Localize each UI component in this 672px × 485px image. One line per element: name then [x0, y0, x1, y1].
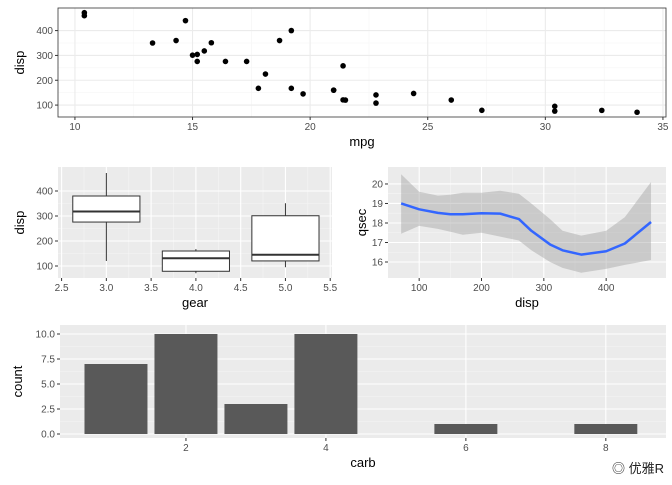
- x-tick-label: 6: [463, 443, 469, 454]
- data-point: [201, 48, 208, 54]
- y-tick-label: 200: [36, 237, 53, 248]
- data-point: [479, 107, 485, 114]
- x-axis-title: mpg: [349, 134, 374, 149]
- x-tick-label: 8: [603, 443, 609, 454]
- plot-background: [58, 8, 666, 117]
- smooth-line: [400, 202, 652, 256]
- data-point: [410, 90, 417, 97]
- data-point: [598, 107, 605, 114]
- x-tick-label: 4.5: [234, 283, 248, 294]
- y-axis-title: qsec: [354, 208, 369, 236]
- x-axis-title: carb: [350, 455, 375, 470]
- data-point: [300, 91, 306, 97]
- data-point: [208, 39, 215, 46]
- watermark: ◎ 优雅R: [612, 461, 664, 476]
- box: [251, 215, 320, 262]
- y-tick-label: 7.5: [41, 355, 55, 366]
- y-tick-label: 5.0: [41, 380, 55, 391]
- y-tick-label: 0.0: [41, 430, 55, 441]
- data-point: [288, 27, 295, 34]
- panel-2: 2.5 3.0 3.5 4.0 4.5 5.0 5.5 100 200 300 400 gear dis…: [12, 167, 338, 310]
- data-point: [373, 92, 379, 98]
- x-tick-label: 4.0: [189, 283, 203, 294]
- data-point: [276, 37, 283, 44]
- y-axis-title: count: [10, 365, 25, 397]
- x-tick-label: 2.5: [55, 283, 69, 294]
- x-tick-label: 200: [473, 283, 490, 294]
- bar: [574, 424, 638, 434]
- data-point: [634, 109, 640, 116]
- x-tick-label: 20: [305, 122, 317, 133]
- x-tick-label: 35: [657, 122, 669, 133]
- y-tick-label: 10.0: [36, 330, 56, 341]
- bar: [294, 334, 358, 434]
- data-point: [194, 58, 201, 65]
- data-point: [194, 51, 201, 58]
- bar: [154, 334, 218, 434]
- y-tick-label: 19: [372, 199, 384, 210]
- y-tick-label: 18: [372, 218, 384, 229]
- data-point: [182, 17, 189, 24]
- panel-border: [57, 7, 667, 118]
- x-tick-label: 5.5: [323, 283, 337, 294]
- data-point: [340, 63, 346, 69]
- data-point: [262, 71, 269, 77]
- bar: [84, 364, 148, 434]
- data-point: [551, 103, 558, 110]
- bar: [434, 424, 498, 434]
- data-point: [81, 12, 88, 19]
- y-tick-label: 300: [36, 51, 53, 62]
- y-tick-label: 20: [372, 179, 384, 190]
- box: [161, 250, 230, 272]
- x-tick-label: 4: [323, 443, 329, 454]
- wechat-icon: ◎: [612, 461, 626, 476]
- x-tick-label: 3.0: [99, 283, 113, 294]
- plot-background: [60, 325, 666, 438]
- data-point: [340, 97, 346, 103]
- y-tick-label: 100: [36, 262, 53, 273]
- data-point: [448, 97, 455, 103]
- data-point: [288, 85, 295, 92]
- y-tick-label: 200: [36, 76, 53, 87]
- x-axis-title: disp: [515, 295, 539, 310]
- x-tick-label: 15: [187, 122, 199, 133]
- watermark-text: 优雅R: [628, 461, 665, 476]
- y-tick-label: 100: [36, 101, 53, 112]
- data-point: [551, 108, 558, 114]
- x-tick-label: 100: [411, 283, 428, 294]
- data-point: [149, 40, 156, 46]
- x-tick-label: 300: [535, 283, 552, 294]
- confidence-band: [401, 174, 652, 273]
- y-tick-label: 17: [372, 238, 384, 249]
- x-tick-label: 30: [540, 122, 552, 133]
- y-axis-title: disp: [12, 51, 27, 75]
- panel-3: 100 200 300 400 16 17 18 19 20 disp qsec: [354, 167, 666, 310]
- x-tick-label: 400: [598, 283, 615, 294]
- y-tick-label: 400: [36, 187, 53, 198]
- data-point: [173, 37, 179, 44]
- x-tick-label: 2: [183, 443, 189, 454]
- y-tick-label: 16: [372, 258, 384, 269]
- data-point: [189, 52, 196, 58]
- y-axis-title: disp: [12, 211, 27, 235]
- x-tick-label: 25: [422, 122, 434, 133]
- data-point: [243, 58, 250, 65]
- x-tick-label: 3.5: [144, 283, 158, 294]
- x-tick-label: 5.0: [278, 283, 292, 294]
- y-tick-label: 300: [36, 212, 53, 223]
- y-tick-label: 400: [36, 26, 53, 37]
- x-tick-label: 10: [69, 122, 81, 133]
- x-axis-title: gear: [182, 295, 209, 310]
- data-point: [330, 87, 337, 93]
- panel-4: 2 4 6 8 0.0 2.5 5.0 7.5 10.0 carb count: [10, 325, 666, 470]
- data-point: [222, 58, 229, 65]
- panel-1: 10 15 20 25 30 35 100 200 300 400 mpg disp: [12, 7, 669, 149]
- y-tick-label: 2.5: [41, 405, 55, 416]
- box: [72, 195, 141, 223]
- bar: [224, 404, 288, 434]
- data-point: [255, 85, 262, 92]
- data-point: [373, 100, 379, 106]
